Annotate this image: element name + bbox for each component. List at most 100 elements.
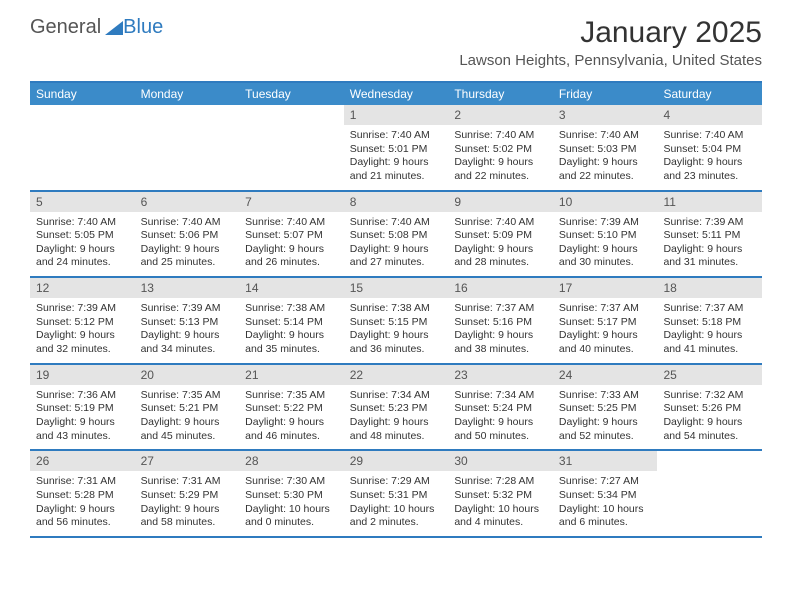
detail-sunrise: Sunrise: 7:40 AM	[454, 216, 547, 230]
day-details: Sunrise: 7:40 AMSunset: 5:07 PMDaylight:…	[239, 212, 344, 277]
day-details: Sunrise: 7:31 AMSunset: 5:29 PMDaylight:…	[135, 471, 240, 536]
detail-daylight1: Daylight: 9 hours	[559, 329, 652, 343]
day-header: Thursday	[448, 83, 553, 105]
detail-sunrise: Sunrise: 7:32 AM	[663, 389, 756, 403]
day-cell: 11Sunrise: 7:39 AMSunset: 5:11 PMDayligh…	[657, 192, 762, 277]
day-number: 29	[344, 451, 449, 471]
detail-sunset: Sunset: 5:30 PM	[245, 489, 338, 503]
day-cell: 30Sunrise: 7:28 AMSunset: 5:32 PMDayligh…	[448, 451, 553, 536]
day-number: 28	[239, 451, 344, 471]
day-number: 27	[135, 451, 240, 471]
detail-daylight2: and 22 minutes.	[559, 170, 652, 184]
day-cell: 1Sunrise: 7:40 AMSunset: 5:01 PMDaylight…	[344, 105, 449, 190]
detail-daylight1: Daylight: 9 hours	[559, 416, 652, 430]
day-details: Sunrise: 7:37 AMSunset: 5:16 PMDaylight:…	[448, 298, 553, 363]
detail-daylight2: and 34 minutes.	[141, 343, 234, 357]
day-header: Monday	[135, 83, 240, 105]
detail-daylight2: and 43 minutes.	[36, 430, 129, 444]
detail-sunrise: Sunrise: 7:39 AM	[663, 216, 756, 230]
week-row: 1Sunrise: 7:40 AMSunset: 5:01 PMDaylight…	[30, 105, 762, 192]
detail-sunrise: Sunrise: 7:40 AM	[454, 129, 547, 143]
detail-daylight2: and 40 minutes.	[559, 343, 652, 357]
detail-daylight2: and 38 minutes.	[454, 343, 547, 357]
day-number: 2	[448, 105, 553, 125]
detail-sunrise: Sunrise: 7:38 AM	[350, 302, 443, 316]
day-number: 8	[344, 192, 449, 212]
day-cell: 9Sunrise: 7:40 AMSunset: 5:09 PMDaylight…	[448, 192, 553, 277]
detail-daylight2: and 50 minutes.	[454, 430, 547, 444]
detail-sunset: Sunset: 5:29 PM	[141, 489, 234, 503]
day-cell: 31Sunrise: 7:27 AMSunset: 5:34 PMDayligh…	[553, 451, 658, 536]
day-number: 14	[239, 278, 344, 298]
day-cell: 17Sunrise: 7:37 AMSunset: 5:17 PMDayligh…	[553, 278, 658, 363]
day-number: 10	[553, 192, 658, 212]
detail-daylight2: and 0 minutes.	[245, 516, 338, 530]
day-header-row: Sunday Monday Tuesday Wednesday Thursday…	[30, 83, 762, 105]
detail-daylight1: Daylight: 10 hours	[245, 503, 338, 517]
detail-sunrise: Sunrise: 7:34 AM	[454, 389, 547, 403]
day-number: 3	[553, 105, 658, 125]
detail-sunset: Sunset: 5:22 PM	[245, 402, 338, 416]
detail-daylight2: and 6 minutes.	[559, 516, 652, 530]
day-details: Sunrise: 7:39 AMSunset: 5:11 PMDaylight:…	[657, 212, 762, 277]
day-cell: 27Sunrise: 7:31 AMSunset: 5:29 PMDayligh…	[135, 451, 240, 536]
day-details: Sunrise: 7:40 AMSunset: 5:01 PMDaylight:…	[344, 125, 449, 190]
detail-sunrise: Sunrise: 7:39 AM	[559, 216, 652, 230]
detail-daylight2: and 25 minutes.	[141, 256, 234, 270]
detail-sunrise: Sunrise: 7:34 AM	[350, 389, 443, 403]
day-header: Tuesday	[239, 83, 344, 105]
detail-daylight1: Daylight: 9 hours	[454, 156, 547, 170]
detail-daylight1: Daylight: 9 hours	[454, 243, 547, 257]
detail-daylight1: Daylight: 9 hours	[245, 416, 338, 430]
detail-daylight1: Daylight: 9 hours	[245, 329, 338, 343]
detail-sunset: Sunset: 5:32 PM	[454, 489, 547, 503]
day-number: 25	[657, 365, 762, 385]
detail-daylight2: and 26 minutes.	[245, 256, 338, 270]
detail-daylight2: and 22 minutes.	[454, 170, 547, 184]
logo-text-general: General	[30, 16, 101, 39]
day-cell: 15Sunrise: 7:38 AMSunset: 5:15 PMDayligh…	[344, 278, 449, 363]
day-details: Sunrise: 7:35 AMSunset: 5:22 PMDaylight:…	[239, 385, 344, 450]
detail-daylight2: and 2 minutes.	[350, 516, 443, 530]
month-title: January 2025	[459, 16, 762, 50]
day-cell: 3Sunrise: 7:40 AMSunset: 5:03 PMDaylight…	[553, 105, 658, 190]
day-cell: 2Sunrise: 7:40 AMSunset: 5:02 PMDaylight…	[448, 105, 553, 190]
detail-sunset: Sunset: 5:25 PM	[559, 402, 652, 416]
detail-daylight2: and 48 minutes.	[350, 430, 443, 444]
day-number: 20	[135, 365, 240, 385]
detail-daylight1: Daylight: 10 hours	[350, 503, 443, 517]
day-header: Saturday	[657, 83, 762, 105]
detail-sunset: Sunset: 5:26 PM	[663, 402, 756, 416]
detail-daylight1: Daylight: 9 hours	[141, 243, 234, 257]
day-number: 4	[657, 105, 762, 125]
detail-sunset: Sunset: 5:04 PM	[663, 143, 756, 157]
detail-daylight1: Daylight: 9 hours	[663, 243, 756, 257]
detail-daylight2: and 4 minutes.	[454, 516, 547, 530]
detail-daylight2: and 45 minutes.	[141, 430, 234, 444]
detail-sunrise: Sunrise: 7:29 AM	[350, 475, 443, 489]
day-cell: 24Sunrise: 7:33 AMSunset: 5:25 PMDayligh…	[553, 365, 658, 450]
detail-daylight1: Daylight: 9 hours	[36, 243, 129, 257]
detail-daylight1: Daylight: 10 hours	[559, 503, 652, 517]
detail-sunset: Sunset: 5:01 PM	[350, 143, 443, 157]
day-number: 19	[30, 365, 135, 385]
detail-daylight1: Daylight: 9 hours	[36, 416, 129, 430]
detail-daylight1: Daylight: 9 hours	[454, 329, 547, 343]
day-number: 31	[553, 451, 658, 471]
logo-text-blue: Blue	[123, 16, 163, 39]
detail-daylight1: Daylight: 9 hours	[36, 329, 129, 343]
day-number: 11	[657, 192, 762, 212]
detail-sunrise: Sunrise: 7:35 AM	[245, 389, 338, 403]
detail-daylight2: and 56 minutes.	[36, 516, 129, 530]
day-details: Sunrise: 7:30 AMSunset: 5:30 PMDaylight:…	[239, 471, 344, 536]
day-details: Sunrise: 7:40 AMSunset: 5:03 PMDaylight:…	[553, 125, 658, 190]
detail-sunrise: Sunrise: 7:40 AM	[350, 129, 443, 143]
detail-daylight2: and 23 minutes.	[663, 170, 756, 184]
detail-sunset: Sunset: 5:28 PM	[36, 489, 129, 503]
day-details: Sunrise: 7:29 AMSunset: 5:31 PMDaylight:…	[344, 471, 449, 536]
day-header: Friday	[553, 83, 658, 105]
detail-daylight1: Daylight: 9 hours	[350, 329, 443, 343]
day-details: Sunrise: 7:38 AMSunset: 5:15 PMDaylight:…	[344, 298, 449, 363]
detail-sunset: Sunset: 5:31 PM	[350, 489, 443, 503]
day-cell: 23Sunrise: 7:34 AMSunset: 5:24 PMDayligh…	[448, 365, 553, 450]
